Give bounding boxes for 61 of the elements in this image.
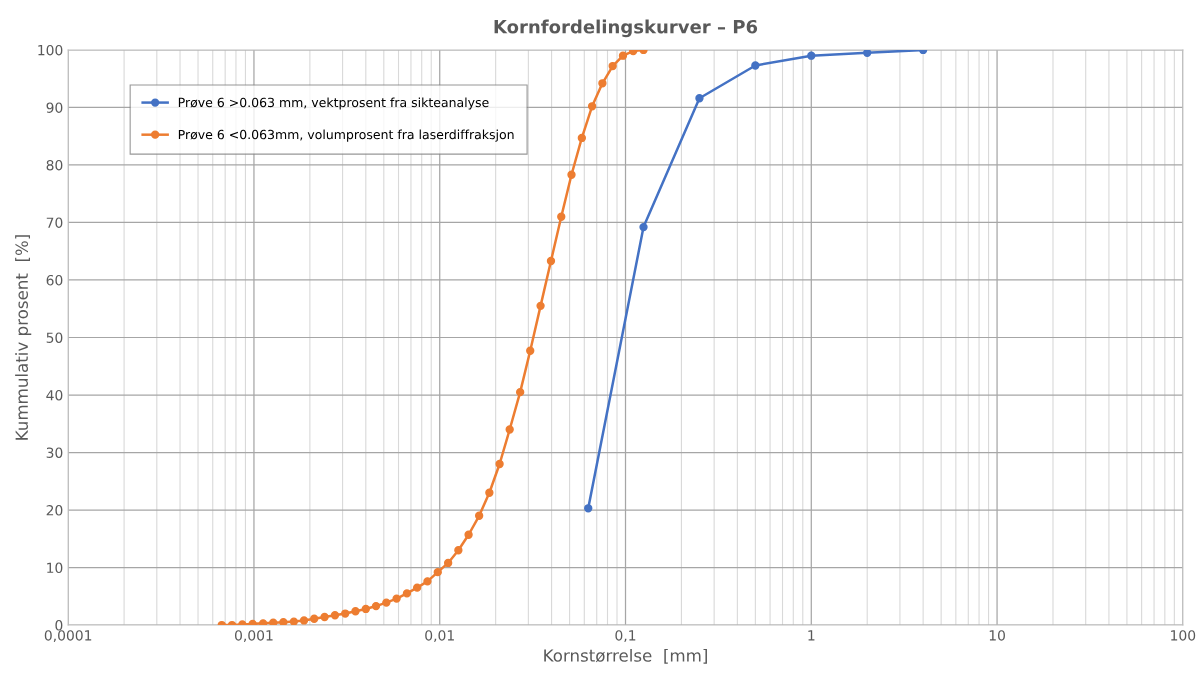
point — [320, 612, 329, 622]
point — [423, 577, 432, 586]
point — [351, 607, 360, 616]
point — [361, 604, 370, 614]
y-tick-label: 80 — [46, 159, 63, 171]
legend-label: Prøve 6 >0.063 mm, vektprosent fra sikteanalyse — [178, 97, 489, 110]
x-tick-label: 10 — [989, 630, 1005, 641]
point — [495, 459, 504, 469]
x-tick-label: 0,1 — [615, 630, 636, 643]
y-tick-label: 50 — [46, 332, 63, 343]
point — [474, 511, 484, 520]
point — [577, 133, 587, 143]
point — [505, 425, 514, 434]
point — [515, 387, 525, 397]
point — [567, 170, 576, 179]
point — [412, 583, 422, 592]
x-tick-label: 0,0001 — [44, 630, 92, 643]
point — [443, 558, 453, 568]
y-tick-label: 20 — [46, 505, 63, 516]
point — [392, 594, 401, 603]
point — [629, 49, 638, 56]
chart-title: Kornfordelingskurver – P6 — [494, 19, 758, 38]
point — [258, 619, 268, 626]
point — [371, 601, 381, 611]
point — [587, 102, 597, 111]
point — [330, 611, 340, 620]
point — [464, 530, 473, 539]
point — [485, 488, 494, 497]
y-tick-label: 90 — [46, 102, 63, 113]
point — [279, 618, 288, 626]
point — [310, 614, 319, 623]
point — [341, 609, 350, 618]
x-tick-label: 1 — [808, 630, 815, 641]
y-tick-label: 0 — [55, 620, 63, 631]
point — [536, 301, 545, 311]
point — [526, 346, 535, 355]
point — [598, 79, 607, 88]
legend-label: Prøve 6 <0.063mm, volumprosent fra laserdiffraksjon — [178, 129, 514, 142]
point — [299, 616, 309, 625]
point — [433, 567, 442, 577]
x-tick-label: 0,001 — [234, 630, 273, 643]
y-tick-label: 60 — [46, 274, 63, 286]
point — [546, 256, 556, 266]
point — [289, 617, 299, 626]
x-tick-label: 0,01 — [425, 630, 454, 643]
y-tick-label: 70 — [46, 217, 63, 228]
point — [608, 61, 617, 71]
y-tick-label: 10 — [47, 562, 63, 574]
point — [402, 589, 412, 598]
point — [269, 618, 278, 626]
point — [382, 598, 391, 607]
y-tick-label: 30 — [46, 447, 63, 458]
x-tick-label: 100 — [1171, 630, 1196, 641]
point — [248, 619, 257, 626]
y-axis-title: Kummulativ prosent [%] — [15, 235, 32, 440]
x-axis-title: Kornstørrelse [mm] — [544, 648, 707, 664]
point — [454, 546, 463, 555]
point — [557, 212, 566, 221]
y-tick-label: 100 — [38, 44, 63, 56]
y-tick-label: 40 — [46, 389, 63, 401]
point — [618, 51, 628, 60]
